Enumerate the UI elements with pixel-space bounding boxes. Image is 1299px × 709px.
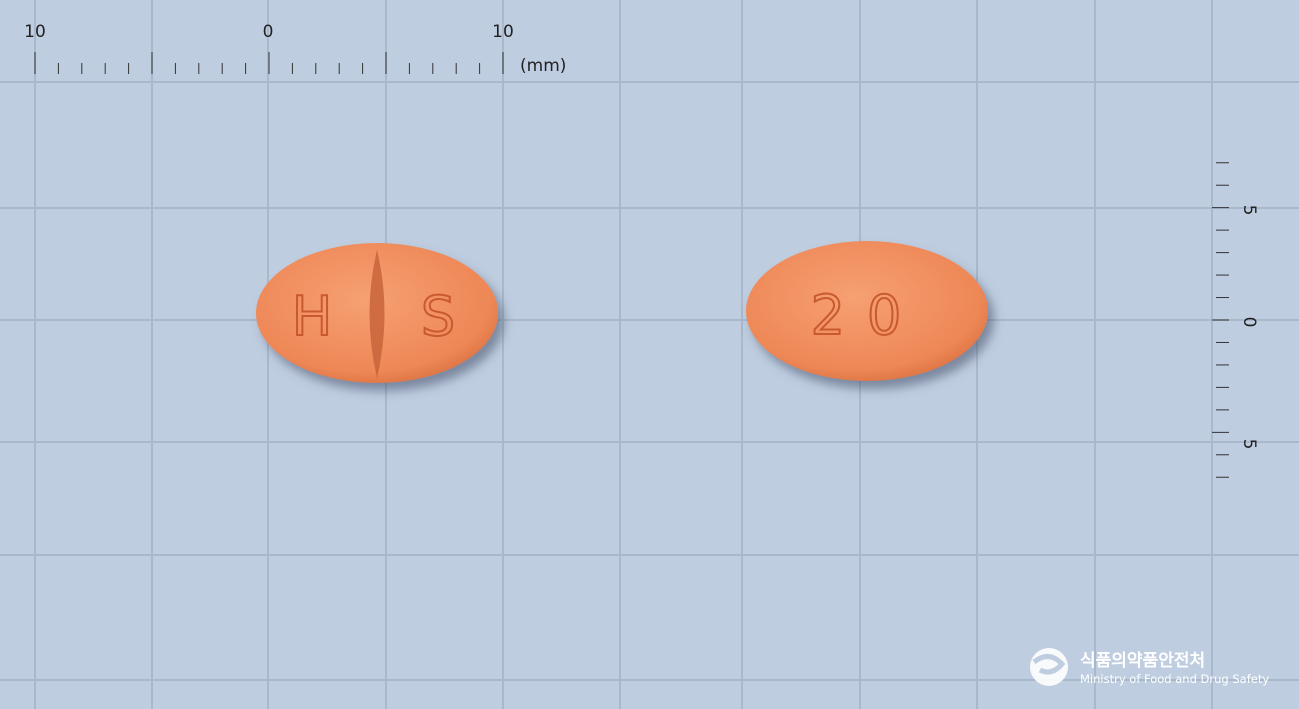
logo-english: Ministry of Food and Drug Safety <box>1080 672 1269 686</box>
ruler <box>34 52 1229 478</box>
logo-korean: 식품의약품안전처 <box>1080 650 1205 671</box>
logo: 식품의약품안전처 Ministry of Food and Drug Safet… <box>1030 648 1269 686</box>
ruler-label: 5 <box>1239 439 1259 450</box>
imprint: S <box>421 285 455 348</box>
ruler-unit: (mm) <box>520 56 566 76</box>
imprint: H <box>292 285 333 348</box>
ruler-label: 10 <box>24 22 46 42</box>
imprint: 20 <box>811 284 924 347</box>
ruler-label: 0 <box>1239 317 1259 328</box>
pill-back: 20 <box>746 241 988 381</box>
ruler-label: 5 <box>1239 205 1259 216</box>
ruler-label: 0 <box>263 22 274 42</box>
pill-front: H S <box>256 243 498 383</box>
ruler-label: 10 <box>492 22 514 42</box>
